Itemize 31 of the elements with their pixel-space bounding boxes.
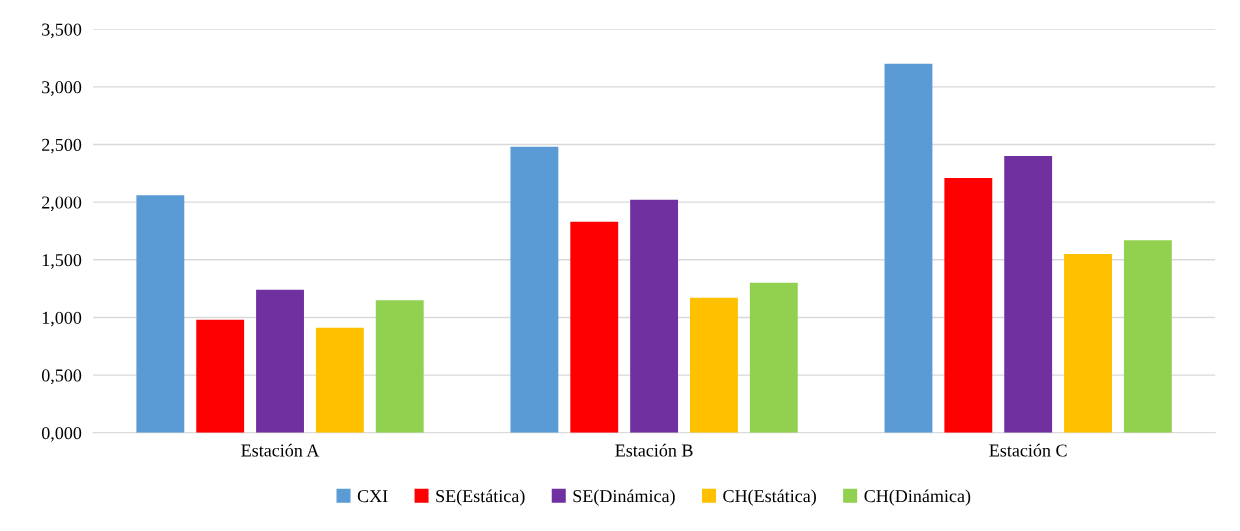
bar	[315, 327, 364, 433]
y-tick-label: 3,000	[42, 81, 82, 96]
y-tick-label: 2,000	[42, 196, 82, 212]
bar	[630, 199, 679, 433]
y-tick-label: 3,500	[42, 23, 82, 39]
bar	[884, 63, 933, 433]
x-tick-label: Estación A	[241, 443, 320, 457]
y-tick-label: 1,500	[42, 254, 82, 269]
x-tick-label: Estación C	[989, 443, 1067, 457]
bar	[510, 146, 559, 433]
y-tick-label: 0,000	[41, 427, 82, 442]
bar	[570, 221, 619, 433]
bar	[1123, 240, 1172, 433]
bar	[136, 195, 185, 433]
x-tick-label: Estación B	[615, 443, 693, 457]
legend-label: SE(Dinámica)	[573, 489, 675, 506]
bar	[690, 297, 738, 433]
bar	[749, 282, 798, 433]
y-tick-label: 2,500	[42, 138, 82, 154]
bar	[256, 289, 304, 433]
legend-label: SE(Estática)	[436, 489, 525, 506]
legend-label: CH(Estática)	[723, 489, 816, 506]
bar	[944, 177, 993, 433]
bar	[375, 300, 424, 433]
legend-label: CH(Dinámica)	[864, 489, 971, 506]
y-tick-label: 0,500	[41, 369, 82, 385]
bar	[196, 319, 245, 433]
legend-label: CXI	[357, 490, 388, 503]
y-tick-label: 1,000	[42, 311, 82, 327]
bar	[1064, 254, 1112, 433]
bar	[1004, 156, 1053, 433]
